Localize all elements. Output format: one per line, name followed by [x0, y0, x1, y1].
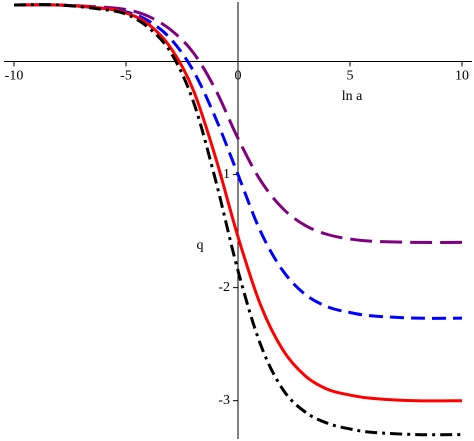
series-line [13, 3, 463, 244]
x-tick-label: 10 [455, 69, 469, 84]
x-tick-label: -10 [5, 69, 24, 84]
y-axis-label: q [197, 238, 204, 253]
x-tick-label: 0 [235, 69, 242, 84]
x-axis-label: ln a [342, 89, 363, 104]
series-line [13, 3, 463, 437]
y-tick-label: -2 [218, 280, 230, 295]
y-tick-label: -3 [218, 393, 230, 408]
x-tick-label: 5 [347, 69, 354, 84]
y-tick-label: -1 [218, 167, 230, 182]
x-tick-label: -5 [120, 69, 132, 84]
